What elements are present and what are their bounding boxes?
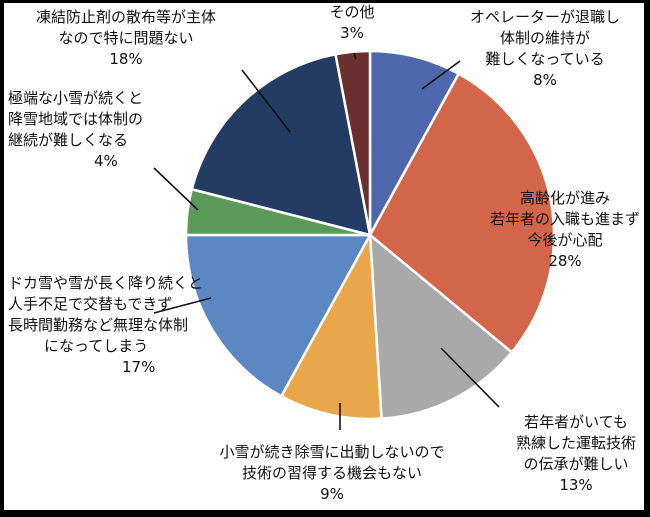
slice-label-line: オペレーターが退職し [470,8,620,26]
slice-label-6: 極端な小雪が続くと降雪地域では体制の継続が難しくなる 4% [8,89,143,170]
slice-label-4: 小雪が続き除雪に出動しないので技術の習得する機会もない 9% [219,443,444,503]
pie-slice-1 [368,49,461,236]
slice-label-line: 継続が難しくなる [8,131,128,149]
leader-line-3 [440,347,500,408]
slice-label-line: の伝承が難しい [523,455,628,473]
pie-slice-3 [368,232,514,420]
slice-label-line: 体制の維持が [500,29,590,47]
slice-label-line: 高齢化が進み [520,189,610,207]
slice-label-8: その他 3% [329,3,374,42]
slice-label-line: 若年者の入職も進まず [490,210,640,228]
leader-line-7 [241,69,291,133]
leader-line-8 [353,52,357,60]
pie-slice-4 [279,230,383,421]
slice-label-line: 長時間勤務など無理な体制 [8,316,188,334]
slice-label-line: 熟練した運転技術 [516,434,636,452]
slice-label-5: ドカ雪や雪が長く降り続くと人手不足で交替もできず長時間勤務など無理な体制になって… [8,274,203,376]
pie-chart: オペレーターが退職し体制の維持が難しくなっている 8% 高齢化が進み若年者の入職も進… [8,3,640,503]
slice-label-line: 技術の習得する機会もない [242,464,422,482]
slice-label-line: 小雪が続き除雪に出動しないので [219,443,444,461]
pie-slice-7 [190,52,372,237]
slice-label-line: 若年者がいても [524,413,628,431]
slice-label-line: ドカ雪や雪が長く降り続くと [8,274,203,292]
slice-value: 13% [559,476,592,494]
slice-value: 28% [548,252,581,270]
pie-slice-2 [368,72,556,355]
slice-value: 18% [109,50,142,68]
slice-label-line: 人手不足で交替もできず [8,295,172,313]
slice-label-line: 凍結防止剤の散布等が主体 [36,8,216,26]
pie-slice-5 [184,233,373,398]
slice-label-1: オペレーターが退職し体制の維持が難しくなっている 8% [470,8,620,89]
pie-slice-8 [334,49,372,236]
chart-frame: オペレーターが退職し体制の維持が難しくなっている 8% 高齢化が進み若年者の入職も進… [4,3,644,510]
slice-value: 9% [320,485,344,503]
slice-value: 8% [533,71,557,89]
slice-label-line: 極端な小雪が続くと [8,89,143,107]
slice-label-line: になってしまう [44,337,148,355]
slice-label-line: なので特に問題ない [58,29,193,47]
slice-label-line: その他 [329,3,374,21]
slice-label-line: 今後が心配 [527,231,602,249]
slice-label-line: 難しくなっている [485,50,604,68]
slice-label-2: 高齢化が進み若年者の入職も進まず今後が心配 28% [490,189,640,270]
leader-line-6 [153,167,199,211]
leader-line-1 [421,60,461,90]
slice-value: 3% [340,24,364,42]
slice-value: 4% [94,152,118,170]
slice-value: 17% [122,358,155,376]
slice-label-line: 降雪地域では体制の [8,110,143,128]
slice-label-7: 凍結防止剤の散布等が主体なので特に問題ない 18% [36,8,216,68]
leader-line-5 [153,297,212,314]
slice-label-3: 若年者がいても熟練した運転技術の伝承が難しい 13% [516,413,636,494]
